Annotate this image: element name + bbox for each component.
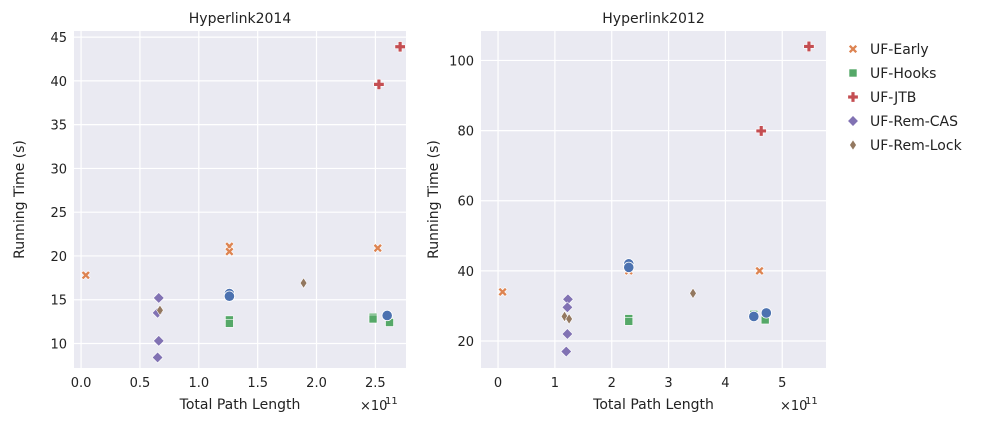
data-point-uf-early (497, 286, 508, 297)
legend-marker-uf-hooks (848, 68, 858, 78)
data-point-uf-rem-lock (565, 313, 573, 325)
y-tick-label: 25 (50, 206, 67, 221)
data-point-uf-jtb (373, 78, 385, 90)
data-point-uf-hooks (368, 314, 378, 324)
data-point-uf-early (372, 243, 383, 254)
data-point-uf-early (80, 270, 91, 281)
y-tick-label: 100 (449, 54, 474, 69)
x-tick-label: 0 (494, 376, 502, 391)
legend-label: UF-JTB (870, 90, 916, 106)
data-point-uf-early (224, 246, 235, 257)
legend-marker-uf-jtb (847, 91, 859, 103)
x-tick-label: 4 (721, 376, 729, 391)
legend-label: UF-Rem-Lock (870, 138, 963, 154)
legend-marker-uf-early (848, 44, 858, 54)
plot-area-0 (74, 31, 406, 368)
x-axis-label: Total Path Length (179, 397, 301, 413)
data-point-uf-rem-lock (689, 287, 697, 300)
data-point-circle (223, 290, 236, 302)
data-point-uf-rem-lock (156, 304, 164, 316)
y-tick-label: 80 (457, 125, 474, 140)
y-tick-label: 30 (50, 162, 67, 177)
data-point-circle (760, 307, 772, 319)
data-point-uf-rem-cas (561, 301, 574, 314)
y-tick-label: 60 (457, 195, 474, 210)
x-axis-exponent-power: 11 (385, 396, 398, 407)
data-point-uf-rem-cas (152, 292, 165, 304)
legend-label: UF-Hooks (870, 66, 936, 82)
x-tick-label: 2.0 (306, 376, 327, 391)
legend-marker-uf-rem-lock (849, 139, 857, 151)
chart-title: Hyperlink2012 (602, 11, 704, 27)
y-tick-label: 45 (50, 31, 67, 46)
data-point-uf-rem-cas (152, 335, 165, 347)
x-tick-label: 0.0 (71, 376, 92, 391)
data-point-uf-jtb (394, 41, 406, 53)
legend-marker-uf-rem-cas (847, 115, 859, 127)
data-point-uf-jtb (803, 40, 815, 52)
y-tick-label: 20 (457, 335, 474, 350)
data-point-uf-hooks (624, 317, 634, 326)
legend-label: UF-Rem-CAS (870, 114, 958, 130)
chart-title: Hyperlink2014 (189, 11, 292, 27)
data-point-uf-jtb (755, 125, 767, 137)
x-axis-exponent: ×10 (780, 399, 807, 414)
y-axis-label: Running Time (s) (12, 140, 28, 259)
data-point-uf-rem-cas (561, 328, 574, 340)
x-axis-exponent: ×10 (360, 399, 387, 414)
x-tick-label: 0.5 (130, 376, 151, 391)
x-tick-label: 1.0 (188, 376, 209, 391)
data-point-circle (748, 310, 760, 323)
x-tick-label: 1.5 (247, 376, 268, 391)
y-tick-label: 40 (457, 265, 474, 280)
x-tick-label: 1 (551, 376, 559, 391)
x-axis-label: Total Path Length (592, 397, 714, 413)
x-tick-label: 3 (664, 376, 672, 391)
data-point-uf-early (754, 265, 765, 276)
data-point-circle (381, 309, 393, 322)
y-tick-label: 35 (50, 119, 67, 134)
data-point-uf-hooks (225, 319, 234, 328)
y-tick-label: 20 (50, 250, 67, 265)
plot-area-1 (481, 31, 826, 368)
data-point-uf-rem-cas (151, 351, 164, 364)
data-point-uf-rem-cas (560, 345, 573, 358)
x-axis-exponent-power: 11 (805, 396, 818, 407)
y-tick-label: 15 (50, 294, 67, 309)
data-point-circle (623, 261, 635, 273)
legend-label: UF-Early (870, 42, 929, 58)
x-tick-label: 2 (608, 376, 616, 391)
data-point-uf-rem-lock (560, 310, 569, 323)
x-tick-label: 2.5 (365, 376, 386, 391)
x-tick-label: 5 (778, 376, 786, 391)
data-point-uf-rem-lock (299, 277, 308, 289)
y-axis-label: Running Time (s) (426, 140, 442, 259)
y-tick-label: 40 (50, 75, 67, 90)
y-tick-label: 10 (50, 337, 67, 352)
